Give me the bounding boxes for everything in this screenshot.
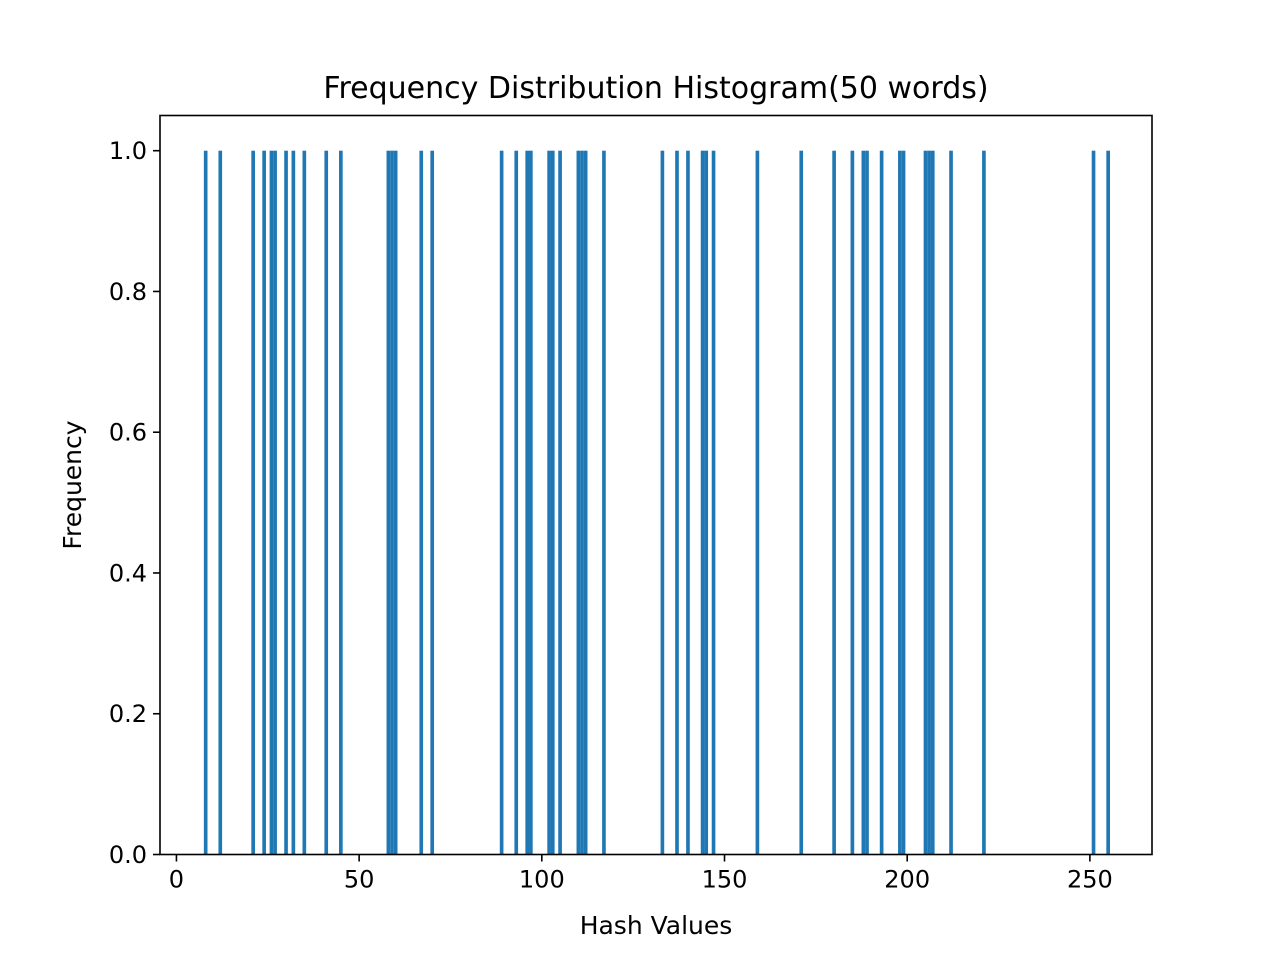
bar-35: [302, 150, 307, 855]
bar-251: [1091, 150, 1096, 855]
y-tick-label: 0.0: [109, 841, 147, 869]
x-tick-label: 0: [169, 866, 184, 894]
bar-144: [700, 150, 705, 855]
bar-111: [580, 150, 584, 855]
bar-70: [430, 150, 435, 855]
bar-59: [390, 150, 394, 855]
plot-frame: [159, 114, 1153, 856]
bar-26: [269, 150, 274, 855]
bar-89: [499, 150, 504, 855]
bar-32: [291, 150, 296, 855]
bar-189: [865, 150, 869, 855]
bar-159: [755, 150, 760, 855]
bar-60: [393, 150, 398, 855]
y-tick-label: 0.8: [109, 278, 147, 306]
bar-137: [675, 150, 679, 855]
y-tick-label: 1.0: [109, 137, 147, 165]
bar-30: [284, 150, 288, 855]
y-axis-ticks: 0.0 0.2 0.4 0.6 0.8 1.0: [109, 137, 160, 869]
x-axis-ticks: 0 50 100 150 200 250: [169, 854, 1113, 894]
bar-41: [324, 150, 329, 855]
bar-12: [218, 150, 223, 855]
bars-group: [203, 150, 1110, 855]
bar-171: [799, 150, 804, 855]
bar-112: [583, 150, 588, 855]
bar-205: [923, 150, 928, 855]
bar-199: [901, 150, 906, 855]
x-tick-label: 150: [702, 866, 748, 894]
bar-67: [419, 150, 424, 855]
y-axis-label: Frequency: [58, 420, 87, 549]
bar-147: [711, 150, 716, 855]
bar-24: [262, 150, 266, 855]
bar-27: [273, 150, 277, 855]
bar-105: [558, 150, 562, 855]
bar-117: [602, 150, 606, 855]
bar-140: [686, 150, 690, 855]
bar-93: [514, 150, 519, 855]
x-axis-label: Hash Values: [580, 911, 733, 940]
bar-193: [879, 150, 884, 855]
x-tick-label: 50: [344, 866, 375, 894]
y-tick-label: 0.4: [109, 559, 147, 587]
bar-255: [1106, 150, 1110, 855]
bar-212: [949, 150, 953, 855]
bar-97: [529, 150, 533, 855]
bar-96: [525, 150, 530, 855]
y-tick-label: 0.2: [109, 700, 147, 728]
bar-185: [850, 150, 855, 855]
bar-45: [339, 150, 343, 855]
bar-21: [251, 150, 255, 855]
x-tick-label: 100: [519, 866, 565, 894]
bar-207: [930, 150, 935, 855]
y-tick-label: 0.6: [109, 419, 147, 447]
bar-103: [550, 150, 555, 855]
bar-110: [576, 150, 581, 855]
bar-102: [547, 150, 551, 855]
bar-180: [832, 150, 836, 855]
chart-title: Frequency Distribution Histogram(50 word…: [323, 71, 988, 106]
bar-133: [660, 150, 665, 855]
bar-206: [927, 150, 931, 855]
x-tick-label: 200: [884, 866, 930, 894]
bar-188: [861, 150, 866, 855]
x-tick-label: 250: [1067, 866, 1113, 894]
bar-221: [982, 150, 986, 855]
bar-145: [704, 150, 709, 855]
bar-198: [898, 150, 902, 855]
bar-8: [203, 150, 208, 855]
bar-58: [386, 150, 391, 855]
